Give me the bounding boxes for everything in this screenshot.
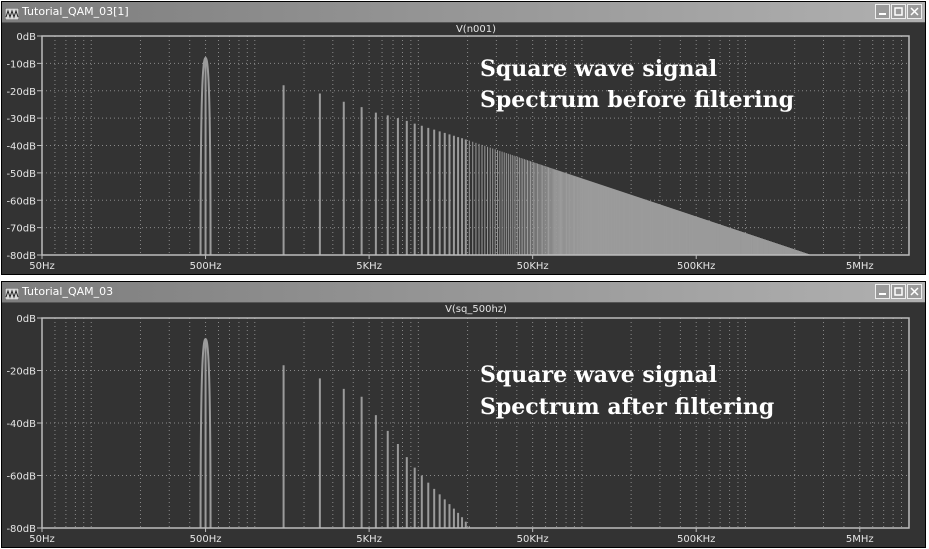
y-tick-label: -40dB (6, 142, 36, 153)
grid (41, 317, 910, 529)
axes: 0dB -10dB -20dB -30dB -40dB -50dB -60dB -70dB -8… (6, 32, 910, 272)
minimize-icon (879, 13, 886, 15)
annotation-line-2: Spectrum after filtering (480, 394, 774, 420)
maximize-button[interactable] (891, 4, 906, 19)
minimize-button[interactable] (875, 284, 890, 299)
x-tick-label: 50KHz (517, 261, 549, 272)
waveform-icon (4, 5, 20, 21)
minimize-icon (879, 293, 886, 295)
close-icon (910, 287, 919, 296)
y-tick-label: -10dB (6, 59, 36, 70)
spectrum-plot-before[interactable]: 0dB -10dB -20dB -30dB -40dB -50dB -60dB -70dB -8… (2, 22, 925, 274)
window-titlebar[interactable]: Tutorial_QAM_03[1] (2, 2, 925, 23)
y-tick-label: -70dB (6, 224, 36, 235)
trace (199, 56, 812, 256)
y-tick-label: 0dB (16, 32, 36, 43)
x-tick-label: 5MHz (846, 534, 874, 545)
y-tick-label: -80dB (6, 251, 36, 262)
fundamental-peak (199, 56, 212, 256)
maximize-icon (894, 7, 903, 16)
y-tick-label: -50dB (6, 169, 36, 180)
window-titlebar[interactable]: Tutorial_QAM_03 (2, 282, 925, 303)
maximize-icon (894, 287, 903, 296)
plot-window-after[interactable]: Tutorial_QAM_03 0dB -20dB -40dB -60dB -80dB 5… (1, 281, 926, 548)
fundamental-peak (199, 337, 212, 529)
x-tick-label: 50Hz (29, 534, 55, 545)
x-tick-label: 500Hz (190, 534, 222, 545)
y-tick-label: -20dB (6, 87, 36, 98)
trace-label[interactable]: V(n001) (456, 24, 496, 35)
x-tick-label: 50Hz (29, 261, 55, 272)
close-icon (910, 7, 919, 16)
y-tick-label: -40dB (6, 419, 36, 430)
y-tick-label: 0dB (16, 314, 36, 325)
x-tick-label: 500Hz (190, 261, 222, 272)
trace-label[interactable]: V(sq_500hz) (445, 304, 507, 315)
x-tick-label: 500KHz (677, 534, 715, 545)
annotation-line-1: Square wave signal (480, 362, 717, 388)
x-tick-label: 5KHz (356, 261, 382, 272)
plot-window-before[interactable]: Tutorial_QAM_03[1] 0dB -10dB -20dB -30dB -40… (1, 1, 926, 275)
y-tick-label: -60dB (6, 472, 36, 483)
minimize-button[interactable] (875, 4, 890, 19)
maximize-button[interactable] (891, 284, 906, 299)
y-tick-label: -60dB (6, 196, 36, 207)
y-tick-label: -20dB (6, 367, 36, 378)
grid (41, 35, 910, 256)
x-tick-label: 5KHz (356, 534, 382, 545)
close-button[interactable] (907, 284, 922, 299)
waveform-icon (4, 285, 20, 301)
y-tick-label: -30dB (6, 114, 36, 125)
window-title: Tutorial_QAM_03 (22, 285, 114, 298)
annotation-line-2: Spectrum before filtering (480, 87, 794, 113)
window-title: Tutorial_QAM_03[1] (22, 5, 129, 18)
x-tick-label: 500KHz (677, 261, 715, 272)
close-button[interactable] (907, 4, 922, 19)
y-tick-label: -80dB (6, 524, 36, 535)
x-tick-label: 5MHz (846, 261, 874, 272)
x-tick-label: 50KHz (517, 534, 549, 545)
trace (199, 337, 470, 529)
annotation-line-1: Square wave signal (480, 56, 717, 82)
